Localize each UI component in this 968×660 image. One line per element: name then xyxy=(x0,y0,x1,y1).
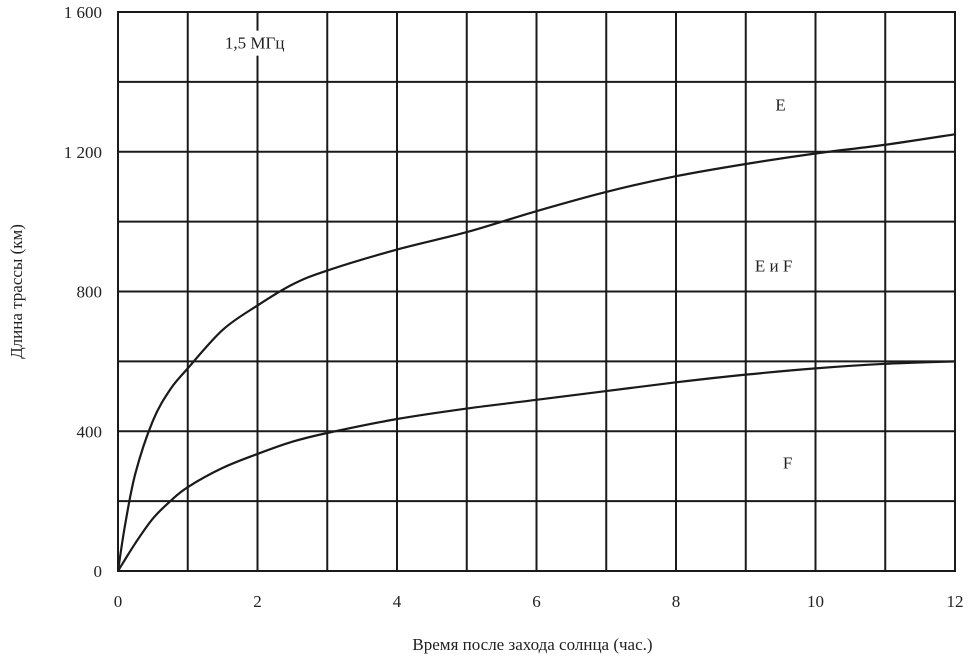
x-tick-label: 2 xyxy=(253,592,262,611)
region-label: F xyxy=(783,454,792,473)
region-label: E xyxy=(775,96,785,115)
y-tick-label: 1 600 xyxy=(64,3,102,22)
series-lines xyxy=(116,133,956,572)
x-axis-title: Время после захода солнца (час.) xyxy=(412,635,652,654)
frequency-label-background xyxy=(219,30,290,56)
region-label-background xyxy=(749,253,798,279)
region-label-background xyxy=(777,450,798,476)
x-tick-label: 10 xyxy=(807,592,824,611)
x-tick-label: 0 xyxy=(114,592,123,611)
series-line-2 xyxy=(117,360,956,572)
series-line-1 xyxy=(116,133,956,572)
x-tick-label: 4 xyxy=(393,592,402,611)
plot-frame xyxy=(117,11,956,572)
grid xyxy=(118,12,955,571)
region-label-background xyxy=(770,92,791,118)
x-tick-label: 12 xyxy=(947,592,964,611)
y-axis-title: Длина трассы (км) xyxy=(7,224,26,359)
x-tick-labels: 0 2 4 6 8 10 12 xyxy=(114,592,964,611)
region-labels: E E и F F xyxy=(749,92,798,476)
frequency-label: 1,5 МГц xyxy=(225,34,285,53)
region-label: E и F xyxy=(755,256,792,275)
x-tick-label: 8 xyxy=(672,592,681,611)
y-tick-label: 0 xyxy=(94,562,103,581)
y-tick-labels: 0 400 800 1 200 1 600 xyxy=(64,3,102,581)
y-tick-label: 1 200 xyxy=(64,143,102,162)
y-tick-label: 800 xyxy=(77,283,103,302)
x-tick-label: 6 xyxy=(532,592,541,611)
y-tick-label: 400 xyxy=(77,422,103,441)
